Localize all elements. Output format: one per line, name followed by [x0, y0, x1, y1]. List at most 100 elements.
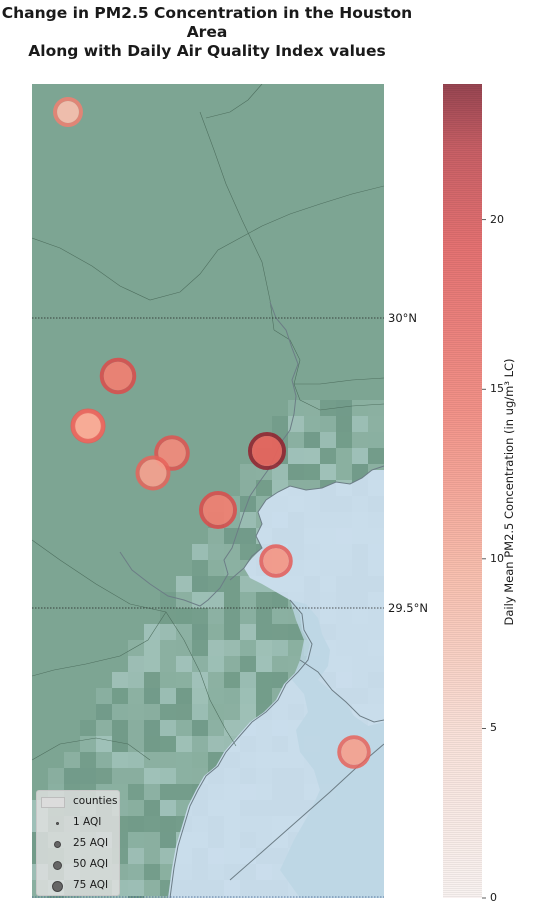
grid-cell [240, 512, 256, 528]
grid-cell [256, 608, 272, 624]
grid-cell [272, 464, 288, 480]
title-line-1: Change in PM2.5 Concentration in the Hou… [1, 4, 413, 41]
grid-cell [240, 656, 256, 672]
grid-cell [112, 672, 128, 688]
grid-cell [48, 768, 64, 784]
grid-cell [128, 848, 144, 864]
grid-cell [352, 400, 368, 416]
grid-cell [304, 464, 320, 480]
grid-cell [160, 848, 176, 864]
grid-cell [96, 688, 112, 704]
colorbar-label: Daily Mean PM2.5 Concentration (in ug/m³… [502, 358, 516, 626]
grid-cell [224, 544, 240, 560]
grid-cell [176, 704, 192, 720]
legend-dot [53, 861, 62, 870]
grid-cell [320, 464, 336, 480]
grid-cell [128, 640, 144, 656]
legend-patch [41, 797, 65, 808]
grid-cell [160, 688, 176, 704]
grid-cell [160, 752, 176, 768]
grid-cell [272, 608, 288, 624]
grid-cell [208, 544, 224, 560]
grid-cell [208, 624, 224, 640]
grid-cell [368, 416, 384, 432]
grid-cell [192, 608, 208, 624]
grid-cell [256, 688, 272, 704]
legend-item-aqi-50: 50 AQI [37, 857, 119, 873]
legend-label: 25 AQI [73, 837, 109, 849]
station-marker [248, 432, 286, 470]
grid-cell [192, 736, 208, 752]
legend-item-counties: counties [37, 794, 119, 810]
grid-cell [160, 640, 176, 656]
station-marker [71, 409, 105, 443]
grid-cell [160, 608, 176, 624]
grid-cell [240, 640, 256, 656]
latitude-label-30: 30°N [388, 311, 417, 325]
grid-cell [144, 880, 160, 896]
grid-cell [256, 640, 272, 656]
grid-cell [272, 640, 288, 656]
grid-cell [320, 432, 336, 448]
grid-cell [224, 528, 240, 544]
grid-cell [304, 416, 320, 432]
grid-cell [240, 464, 256, 480]
grid-cell [128, 672, 144, 688]
grid-cell [160, 720, 176, 736]
grid-cell [160, 736, 176, 752]
grid-cell [208, 704, 224, 720]
grid-cell [160, 832, 176, 848]
grid-cell [128, 784, 144, 800]
grid-cell [240, 672, 256, 688]
grid-cell [128, 736, 144, 752]
grid-cell [208, 672, 224, 688]
grid-cell [352, 416, 368, 432]
grid-cell [208, 656, 224, 672]
grid-cell [288, 464, 304, 480]
grid-cell [336, 448, 352, 464]
colorbar-tick-label: 0 [490, 891, 497, 904]
grid-cell [240, 624, 256, 640]
grid-cell [224, 720, 240, 736]
grid-cell [224, 688, 240, 704]
grid-cell [128, 816, 144, 832]
grid-cell [80, 768, 96, 784]
grid-cell [336, 464, 352, 480]
latitude-label-29-5: 29.5°N [388, 601, 428, 615]
grid-cell [208, 640, 224, 656]
legend-item-aqi-25: 25 AQI [37, 836, 119, 852]
grid-cell [240, 688, 256, 704]
grid-cell [176, 784, 192, 800]
grid-cell [288, 432, 304, 448]
grid-cell [128, 688, 144, 704]
grid-cell [224, 576, 240, 592]
grid-cell [96, 768, 112, 784]
legend-dot [56, 822, 59, 825]
grid-cell [336, 432, 352, 448]
grid-cell [112, 704, 128, 720]
grid-cell [144, 704, 160, 720]
grid-cell [192, 656, 208, 672]
grid-cell [96, 720, 112, 736]
grid-cell [144, 848, 160, 864]
grid-cell [80, 896, 96, 898]
grid-cell [176, 672, 192, 688]
grid-cell [160, 784, 176, 800]
grid-cell [336, 416, 352, 432]
station-markers [53, 97, 371, 769]
colorbar-tick-label: 20 [490, 212, 504, 226]
grid-cell [144, 640, 160, 656]
legend-dot [52, 881, 63, 892]
grid-cell [176, 688, 192, 704]
grid-cell [144, 800, 160, 816]
bay-shoreline [119, 301, 299, 607]
grid-cell [128, 768, 144, 784]
grid-cell [192, 640, 208, 656]
grid-cell [160, 592, 176, 608]
grid-cell [160, 816, 176, 832]
grid-cell [192, 720, 208, 736]
grid-cell [80, 720, 96, 736]
legend-item-aqi-1: 1 AQI [37, 815, 119, 831]
grid-cell [288, 640, 304, 656]
grid-cell [256, 672, 272, 688]
